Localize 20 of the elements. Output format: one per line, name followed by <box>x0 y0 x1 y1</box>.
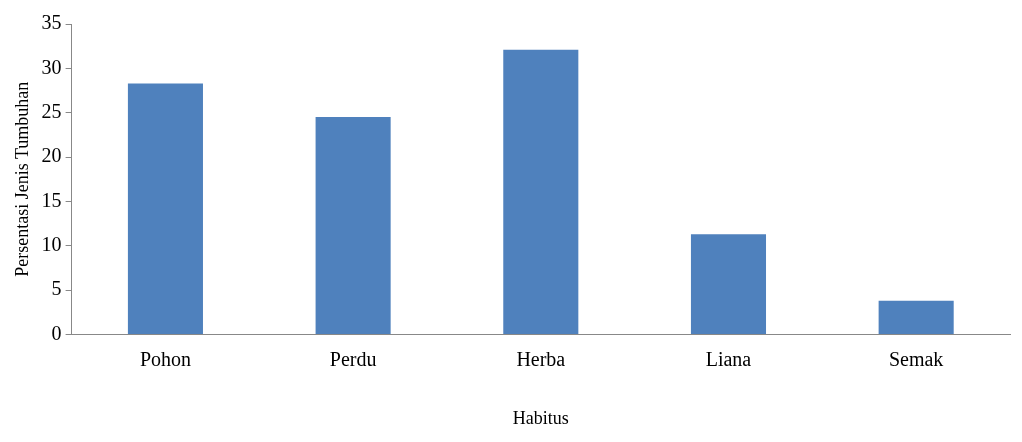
y-tick-label: 10 <box>41 232 62 255</box>
bar <box>878 300 954 334</box>
bar <box>315 117 391 334</box>
y-tick-label: 0 <box>51 321 62 344</box>
bar <box>127 83 203 334</box>
x-tick-label: Liana <box>705 347 752 370</box>
y-tick-label: 5 <box>51 277 62 300</box>
y-tick-label: 30 <box>41 55 62 78</box>
x-tick-label: Herba <box>516 347 566 370</box>
y-tick-label: 20 <box>41 144 62 167</box>
bar <box>503 49 579 334</box>
x-tick-label: Semak <box>888 347 944 370</box>
y-tick-label: 25 <box>41 99 62 122</box>
x-axis-title: Habitus <box>512 407 569 428</box>
y-axis-title: Persentasi Jenis Tumbuhan <box>11 81 32 277</box>
bar <box>690 234 767 334</box>
x-tick-label: Perdu <box>329 347 377 370</box>
y-tick-label: 15 <box>41 188 62 211</box>
y-tick-label: 35 <box>41 11 62 34</box>
x-tick-label: Pohon <box>139 347 191 370</box>
